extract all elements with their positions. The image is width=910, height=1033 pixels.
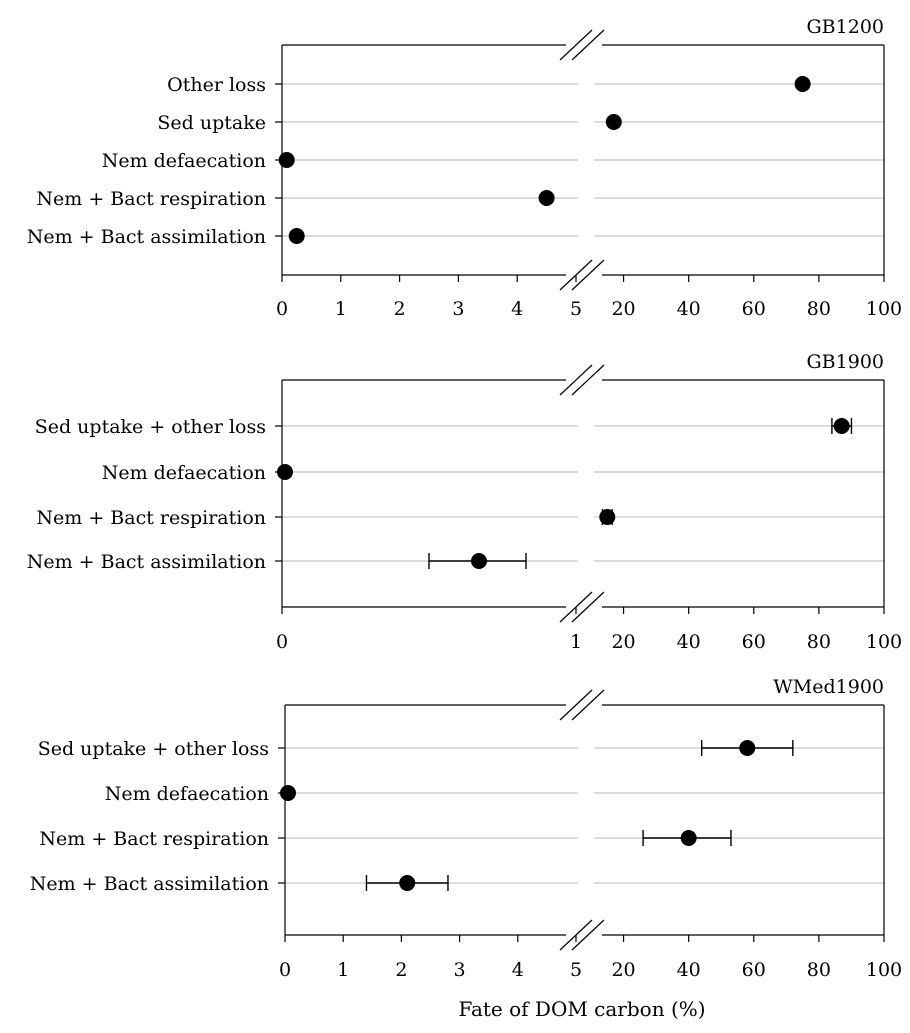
category-label: Nem + Bact respiration xyxy=(39,828,269,850)
category-label: Sed uptake + other loss xyxy=(35,416,266,438)
data-point xyxy=(288,228,305,244)
axis-break-mark xyxy=(559,29,593,61)
panel-title: GB1200 xyxy=(807,16,885,38)
axis-break-mark xyxy=(559,689,593,721)
x-tick-label: 100 xyxy=(866,959,902,981)
x-tick-label: 1 xyxy=(570,631,582,653)
panel-title: WMed1900 xyxy=(773,676,884,698)
x-tick-label: 0 xyxy=(279,959,291,981)
x-tick-label: 20 xyxy=(611,959,635,981)
x-tick-label: 2 xyxy=(394,298,406,320)
panel-title: GB1900 xyxy=(807,351,885,373)
category-label: Nem defaecation xyxy=(105,783,269,805)
axis-break-mark xyxy=(571,259,605,291)
data-point xyxy=(794,76,811,92)
data-point xyxy=(277,464,293,480)
x-tick-label: 0 xyxy=(276,298,288,320)
x-tick-label: 80 xyxy=(807,959,831,981)
x-tick-label: 5 xyxy=(570,959,582,981)
x-tick-label: 20 xyxy=(611,631,635,653)
x-tick-label: 80 xyxy=(807,631,831,653)
data-point xyxy=(278,152,295,168)
x-tick-label: 80 xyxy=(807,298,831,320)
panel-2: 0 1 20 40 60 80 100 Sed uptake + other loss Nem … xyxy=(27,351,902,653)
x-tick-label: 40 xyxy=(677,298,701,320)
category-label: Nem defaecation xyxy=(102,150,266,172)
x-tick-label: 4 xyxy=(512,959,524,981)
data-point xyxy=(833,418,850,434)
category-label: Nem + Bact assimilation xyxy=(27,551,266,573)
data-point xyxy=(680,830,697,846)
category-label: Nem defaecation xyxy=(102,462,266,484)
data-point xyxy=(605,114,622,130)
x-tick-label: 60 xyxy=(742,298,766,320)
data-point xyxy=(739,740,756,756)
x-tick-label: 60 xyxy=(742,959,766,981)
x-tick-label: 0 xyxy=(276,631,288,653)
axis-break-mark xyxy=(571,364,605,396)
category-label: Sed uptake xyxy=(157,112,266,134)
panel-1: 0 1 2 3 4 5 20 40 60 80 100 Other loss Sed uptake Nem… xyxy=(27,16,902,320)
x-axis-label: Fate of DOM carbon (%) xyxy=(458,997,705,1021)
data-point xyxy=(470,553,487,569)
category-label: Nem + Bact assimilation xyxy=(30,873,269,895)
axis-break-mark xyxy=(571,689,605,721)
axis-break-mark xyxy=(571,919,605,951)
data-point xyxy=(599,509,616,525)
x-tick-label: 1 xyxy=(335,298,347,320)
x-tick-label: 1 xyxy=(337,959,349,981)
x-tick-label: 40 xyxy=(677,959,701,981)
category-label: Other loss xyxy=(167,74,266,96)
x-tick-label: 4 xyxy=(511,298,523,320)
x-tick-label: 60 xyxy=(742,631,766,653)
data-point xyxy=(399,875,416,891)
data-point xyxy=(280,785,296,801)
data-point xyxy=(538,190,555,206)
category-label: Nem + Bact assimilation xyxy=(27,226,266,248)
panel-3: 0 1 2 3 4 5 20 40 60 80 100 Sed uptake + other loss… xyxy=(30,676,902,981)
category-label: Nem + Bact respiration xyxy=(36,507,266,529)
x-tick-label: 20 xyxy=(611,298,635,320)
x-tick-label: 5 xyxy=(570,298,582,320)
x-tick-label: 3 xyxy=(452,298,464,320)
category-label: Sed uptake + other loss xyxy=(38,738,269,760)
axis-break-mark xyxy=(559,364,593,396)
x-tick-label: 100 xyxy=(866,298,902,320)
axis-break-mark xyxy=(571,591,605,623)
axis-break-mark xyxy=(571,29,605,61)
x-tick-label: 100 xyxy=(866,631,902,653)
x-tick-label: 40 xyxy=(677,631,701,653)
x-tick-label: 3 xyxy=(454,959,466,981)
category-label: Nem + Bact respiration xyxy=(36,188,266,210)
x-tick-label: 2 xyxy=(395,959,407,981)
